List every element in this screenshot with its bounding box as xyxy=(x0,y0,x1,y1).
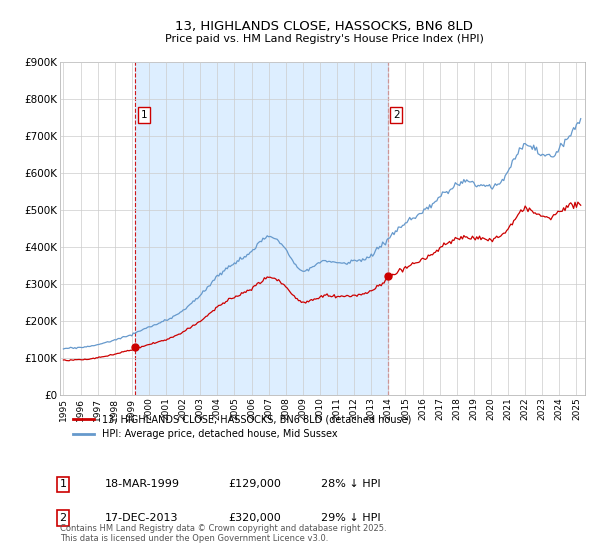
Text: 1: 1 xyxy=(59,479,67,489)
Text: 13, HIGHLANDS CLOSE, HASSOCKS, BN6 8LD: 13, HIGHLANDS CLOSE, HASSOCKS, BN6 8LD xyxy=(175,20,473,32)
Text: £129,000: £129,000 xyxy=(228,479,281,489)
Legend: 13, HIGHLANDS CLOSE, HASSOCKS, BN6 8LD (detached house), HPI: Average price, det: 13, HIGHLANDS CLOSE, HASSOCKS, BN6 8LD (… xyxy=(69,410,416,444)
Text: 1: 1 xyxy=(140,110,147,120)
Text: Price paid vs. HM Land Registry's House Price Index (HPI): Price paid vs. HM Land Registry's House … xyxy=(164,34,484,44)
Bar xyxy=(136,62,388,395)
Text: 18-MAR-1999: 18-MAR-1999 xyxy=(105,479,180,489)
Text: 28% ↓ HPI: 28% ↓ HPI xyxy=(321,479,380,489)
Text: £320,000: £320,000 xyxy=(228,513,281,523)
Text: 2: 2 xyxy=(393,110,400,120)
Text: Contains HM Land Registry data © Crown copyright and database right 2025.
This d: Contains HM Land Registry data © Crown c… xyxy=(60,524,386,543)
Text: 17-DEC-2013: 17-DEC-2013 xyxy=(105,513,179,523)
Text: 2: 2 xyxy=(59,513,67,523)
Text: 29% ↓ HPI: 29% ↓ HPI xyxy=(321,513,380,523)
